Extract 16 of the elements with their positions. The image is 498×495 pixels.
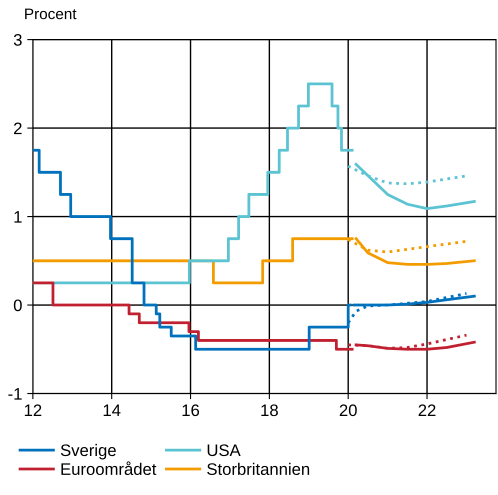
legend-label: Storbritannien bbox=[207, 462, 310, 476]
y-tick-label: 1 bbox=[14, 211, 22, 223]
legend-label: USA bbox=[208, 444, 241, 456]
x-tick-label: 20 bbox=[340, 404, 357, 416]
y-tick-label: 2 bbox=[14, 122, 22, 134]
y-tick-label: -1 bbox=[8, 388, 22, 400]
x-tick-label: 22 bbox=[418, 404, 436, 416]
x-tick-label: 18 bbox=[261, 404, 278, 416]
legend-label: Euroområdet bbox=[61, 461, 156, 476]
x-tick-label: 12 bbox=[24, 404, 42, 416]
y-tick-label: 3 bbox=[14, 34, 22, 46]
x-tick-label: 14 bbox=[104, 404, 120, 416]
legend-label: Sverige bbox=[60, 444, 116, 460]
y-tick-label: 0 bbox=[14, 299, 22, 312]
y-axis-title: Procent bbox=[25, 8, 76, 20]
x-tick-label: 16 bbox=[182, 404, 200, 416]
